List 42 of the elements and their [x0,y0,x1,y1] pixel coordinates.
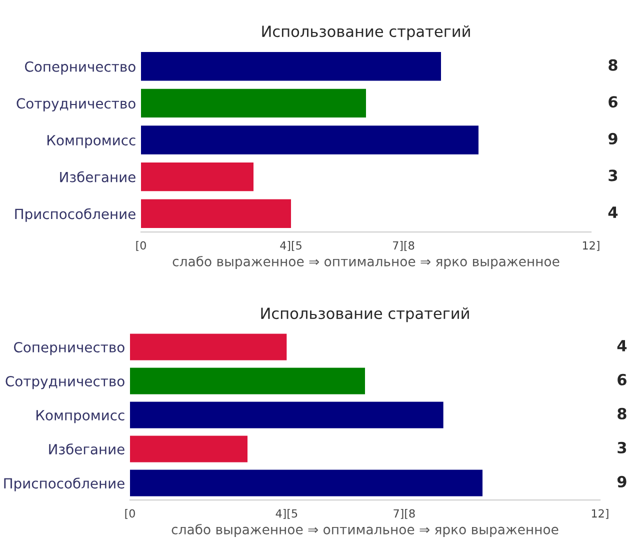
data-label: 6 [608,96,618,108]
data-label: 4 [617,340,627,352]
chart-title: Использование стратегий [262,25,470,40]
x-tick-label: 4][5 [280,241,302,251]
y-tick-label: Компромисс [47,135,136,148]
bar [141,199,291,228]
bar [130,334,287,360]
data-label: 9 [608,132,618,144]
data-label: 3 [608,170,618,182]
bar [130,402,444,428]
data-label: 4 [608,206,618,218]
y-tick-label: Приспособление [4,478,124,492]
data-label: 3 [618,442,626,454]
bar [141,126,478,154]
y-tick-label: Сотрудничество [16,98,136,112]
y-tick-label: Приспособление [15,208,136,222]
bar [130,470,482,496]
bar [130,368,365,394]
chart-title: Использование стратегий [261,307,469,322]
y-tick-label: Соперничество [25,61,136,75]
data-label: 8 [618,408,626,420]
x-tick-label: [0 [125,509,135,519]
data-label: 8 [608,59,618,71]
x-tick-label: 4][5 [276,509,298,519]
bar [141,52,441,81]
x-tick-label: 12] [592,509,608,519]
x-tick-label: 7][8 [394,509,415,519]
y-tick-label: Избегание [49,443,124,454]
y-tick-label: Избегание [60,171,136,182]
y-tick-label: Компромисс [36,410,124,424]
y-tick-label: Сотрудничество [6,376,124,390]
x-tick-label: 12] [582,241,600,251]
x-axis-title: слабо выраженное ⇒ оптимальное ⇒ ярко выраженное [172,256,560,269]
x-axis-title: слабо выраженное ⇒ оптимальное ⇒ ярко выраженное [172,524,558,537]
x-tick-label: [0 [136,241,146,251]
data-label: 6 [618,374,626,386]
data-label: 9 [617,476,626,488]
bar [141,162,254,192]
bar [130,436,248,462]
y-tick-label: Соперничество [14,342,124,356]
bar [141,88,366,118]
x-tick-label: 7][8 [393,241,414,251]
